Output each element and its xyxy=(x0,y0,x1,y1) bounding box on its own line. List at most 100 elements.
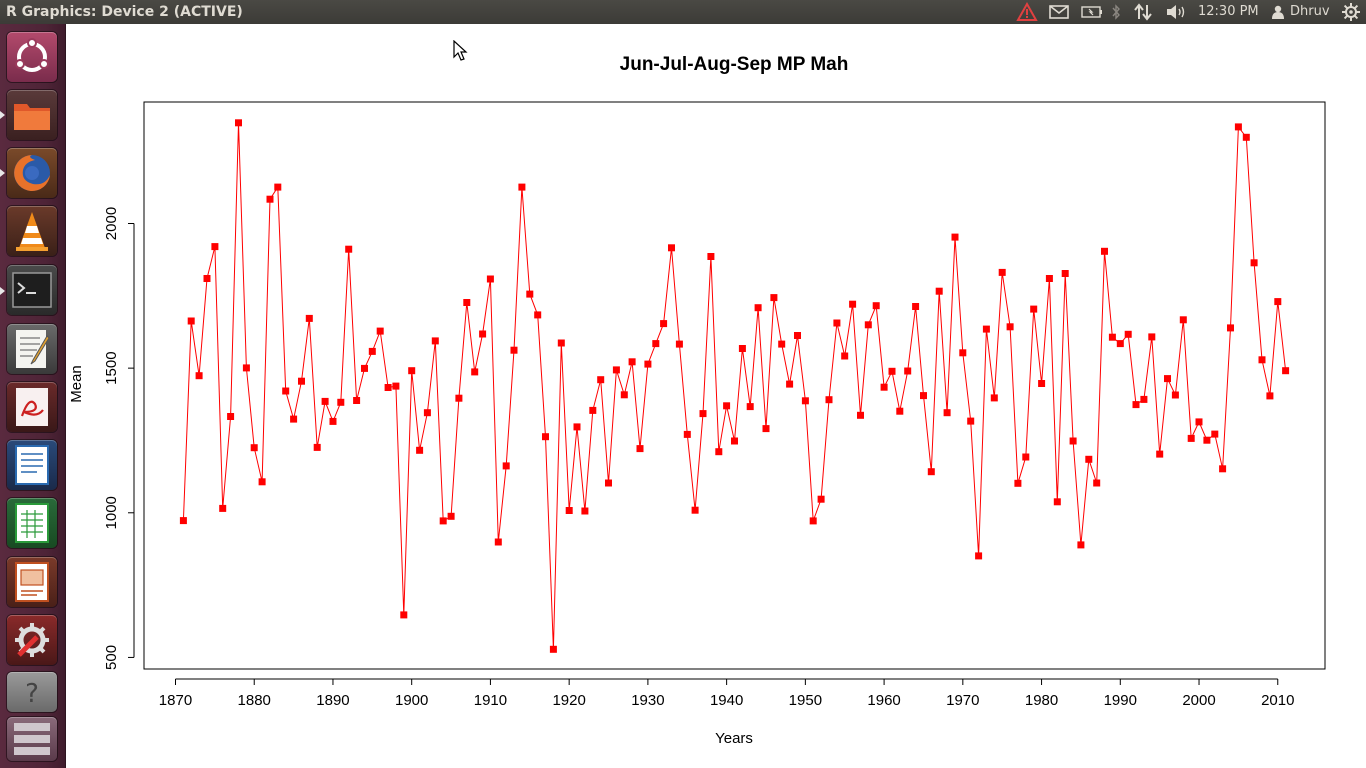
data-point xyxy=(715,448,723,456)
data-point xyxy=(345,245,353,253)
volume-icon[interactable] xyxy=(1164,0,1188,24)
workspace-switcher-icon[interactable] xyxy=(7,717,57,761)
data-point xyxy=(982,325,990,333)
data-point xyxy=(849,300,857,308)
bluetooth-icon[interactable] xyxy=(1108,0,1124,24)
data-point xyxy=(416,446,424,454)
data-point xyxy=(951,233,959,241)
unknown-app-icon[interactable]: ? xyxy=(7,672,57,712)
data-point xyxy=(573,423,581,431)
data-point xyxy=(857,411,864,419)
series-mean xyxy=(179,119,1290,653)
data-point xyxy=(455,394,463,402)
impress-icon[interactable] xyxy=(7,557,57,607)
data-point xyxy=(731,437,738,445)
x-tick-label: 1950 xyxy=(789,692,822,709)
data-point xyxy=(203,275,211,282)
data-point xyxy=(502,462,510,470)
x-tick-label: 2000 xyxy=(1182,692,1215,709)
data-point xyxy=(1006,323,1014,331)
data-point xyxy=(990,394,998,402)
data-point xyxy=(1266,392,1274,400)
data-point xyxy=(1234,123,1242,131)
ubuntu-dash-icon[interactable] xyxy=(7,32,57,82)
data-point xyxy=(1085,455,1093,463)
terminal-icon[interactable] xyxy=(7,265,57,315)
data-point xyxy=(195,372,203,380)
data-point xyxy=(809,517,817,525)
data-point xyxy=(1171,391,1179,399)
mail-icon[interactable] xyxy=(1047,0,1071,24)
data-point xyxy=(565,507,573,514)
gear-icon[interactable] xyxy=(1340,0,1362,24)
text-editor-icon[interactable] xyxy=(7,324,57,374)
data-point xyxy=(1101,247,1108,255)
line-chart: Jun-Jul-Aug-Sep MP Mah 1870 1880 1890 1900 1… xyxy=(68,54,1326,747)
data-point xyxy=(597,376,605,384)
data-point xyxy=(896,407,904,415)
data-point xyxy=(1038,380,1046,387)
data-point xyxy=(1132,401,1140,409)
data-point xyxy=(691,506,699,514)
data-point xyxy=(605,479,612,487)
data-point xyxy=(620,391,628,399)
warning-icon[interactable] xyxy=(1015,0,1039,24)
data-point xyxy=(746,403,754,411)
y-axis-label: Mean xyxy=(68,365,85,403)
running-indicator xyxy=(0,169,5,177)
data-point xyxy=(321,397,329,405)
data-point xyxy=(1250,259,1258,267)
plot-box xyxy=(143,101,1326,670)
data-point xyxy=(880,383,888,391)
document-viewer-icon[interactable] xyxy=(7,382,57,432)
data-point xyxy=(1124,330,1132,338)
data-point xyxy=(423,409,431,417)
x-tick-label: 1870 xyxy=(159,692,192,709)
svg-text:?: ? xyxy=(25,679,39,709)
data-point xyxy=(337,398,345,406)
data-point xyxy=(471,368,479,376)
data-point xyxy=(935,287,943,295)
series-line xyxy=(182,122,1287,650)
data-point xyxy=(707,253,715,260)
firefox-icon[interactable] xyxy=(7,148,57,198)
data-point xyxy=(864,321,872,329)
data-point xyxy=(361,364,368,372)
x-axis-label: Years xyxy=(715,730,753,747)
data-point xyxy=(644,360,652,368)
vlc-icon[interactable] xyxy=(7,206,57,256)
data-point xyxy=(408,367,416,375)
data-point xyxy=(526,290,534,298)
data-point xyxy=(557,339,565,347)
x-tick-label: 1980 xyxy=(1025,692,1058,709)
data-point xyxy=(794,332,801,339)
data-point xyxy=(1274,298,1282,306)
data-point xyxy=(479,330,487,338)
files-icon[interactable] xyxy=(7,90,57,140)
writer-icon[interactable] xyxy=(7,440,57,490)
launcher: ? xyxy=(0,24,66,768)
data-point xyxy=(660,320,668,328)
data-point xyxy=(770,294,778,302)
system-settings-icon[interactable] xyxy=(7,615,57,665)
data-point xyxy=(833,319,841,327)
battery-icon[interactable] xyxy=(1080,0,1104,24)
data-point xyxy=(1093,479,1101,487)
network-icon[interactable] xyxy=(1131,0,1155,24)
y-tick-label: 1000 xyxy=(103,496,120,529)
data-point xyxy=(431,337,439,345)
data-point xyxy=(778,340,786,348)
data-point xyxy=(872,302,880,310)
data-point xyxy=(943,409,951,417)
data-point xyxy=(628,358,636,366)
data-point xyxy=(266,195,274,203)
data-point xyxy=(549,645,557,653)
data-point xyxy=(510,346,518,354)
data-point xyxy=(683,430,691,438)
user-menu[interactable]: Dhruv xyxy=(1290,4,1330,19)
clock[interactable]: 12:30 PM xyxy=(1198,4,1259,19)
data-point xyxy=(912,303,920,310)
calc-icon[interactable] xyxy=(7,498,57,548)
x-tick-label: 1990 xyxy=(1104,692,1137,709)
data-point xyxy=(1014,479,1022,487)
